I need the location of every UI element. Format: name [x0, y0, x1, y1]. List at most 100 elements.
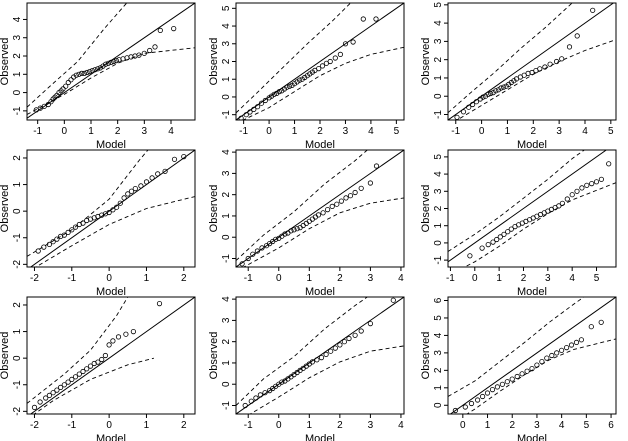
data-point	[81, 70, 87, 77]
y-tick-label: 1	[12, 181, 23, 187]
data-point	[136, 52, 142, 58]
data-point	[329, 203, 335, 209]
y-tick-label: 0	[12, 208, 23, 214]
data-point	[251, 106, 257, 113]
data-point	[338, 198, 344, 204]
plot-frame	[447, 149, 617, 268]
y-tick-label: 5	[433, 2, 444, 8]
x-tick-label: -1	[67, 273, 76, 284]
x-axis-label: Model	[305, 139, 335, 151]
envelope-lower-line	[33, 357, 155, 414]
y-axis-label: Observed	[0, 332, 11, 380]
data-point	[54, 236, 60, 242]
data-point	[65, 379, 71, 385]
qq-panel-9: 0 1 2 3 4 5 6 0 1 2 3 4 5 6 Model Observed	[420, 296, 617, 441]
data-point	[132, 186, 138, 192]
data-point	[45, 101, 51, 108]
data-point	[262, 97, 268, 104]
x-tick-label: 5	[594, 273, 600, 284]
data-point	[529, 365, 535, 372]
data-point	[253, 395, 259, 401]
y-tick-label: 2	[12, 302, 23, 308]
x-tick-label: 2	[337, 273, 343, 284]
x-axis-label: Model	[517, 433, 547, 441]
y-tick-label: 4	[221, 23, 232, 29]
qq-panel-1: -1 0 1 2 3 4 -1 0 1 2 3 4 Model Observed	[0, 2, 196, 151]
data-point	[294, 226, 300, 232]
data-point	[276, 89, 282, 95]
x-tick-label: 2	[181, 273, 187, 284]
data-point	[110, 338, 116, 344]
identity-line	[448, 3, 614, 120]
data-point	[332, 345, 338, 351]
data-point	[255, 104, 261, 110]
x-tick-label: 4	[398, 273, 404, 284]
x-tick-label: 3	[343, 126, 349, 137]
data-point	[479, 245, 485, 251]
envelope-upper-line	[27, 3, 128, 108]
qq-panel-5: -1 0 1 2 3 4 -1 0 1 2 3 4 Model Observed	[208, 149, 405, 298]
data-point	[593, 179, 600, 185]
data-point	[590, 7, 596, 13]
data-point	[61, 232, 67, 238]
data-point	[95, 66, 101, 72]
data-point	[92, 67, 98, 73]
plot-frame	[235, 296, 405, 415]
x-tick-label: 3	[368, 420, 374, 431]
plot-area	[448, 150, 616, 267]
data-point	[360, 16, 366, 22]
data-point	[181, 154, 187, 160]
y-axis-label: Observed	[0, 38, 11, 86]
x-tick-label: -1	[451, 126, 460, 137]
x-tick-label: 1	[307, 273, 313, 284]
data-point	[346, 335, 352, 342]
data-point	[556, 203, 562, 209]
data-point	[291, 227, 297, 233]
x-tick-label: -1	[33, 126, 42, 137]
data-point	[559, 56, 565, 62]
data-point	[563, 344, 570, 351]
x-axis-label: Model	[96, 286, 126, 298]
x-axis-label: Model	[96, 433, 126, 441]
x-axis-label: Model	[305, 286, 335, 298]
data-point	[141, 50, 147, 56]
data-point	[102, 352, 109, 359]
data-point	[547, 61, 553, 67]
qq-panel-8: -1 0 1 2 3 4 -1 0 1 2 3 4 Model Observed	[208, 296, 405, 441]
x-tick-label: -1	[244, 420, 253, 431]
x-tick-label: 4	[559, 420, 565, 431]
data-point	[247, 109, 253, 115]
data-point	[68, 77, 74, 83]
qq-panel-6: -1 0 1 2 3 4 5 -1 0 1 2 3 4 5 Model Observed	[420, 149, 617, 298]
data-point	[514, 373, 520, 380]
y-tick-label: 0	[433, 402, 444, 408]
data-point	[318, 354, 325, 361]
data-point	[469, 101, 476, 108]
data-point	[46, 392, 53, 398]
y-tick-label: 1	[12, 71, 23, 77]
data-point	[320, 210, 326, 216]
data-point	[72, 374, 79, 380]
data-point	[505, 229, 511, 235]
data-point	[50, 239, 56, 245]
envelope-lower-line	[242, 197, 404, 267]
envelope-lower-line	[463, 182, 616, 267]
data-point	[128, 188, 135, 194]
x-tick-label: 0	[276, 273, 282, 284]
data-point	[315, 212, 322, 218]
y-tick-label: -1	[221, 110, 232, 119]
plot-area	[27, 297, 195, 414]
data-point	[350, 39, 356, 45]
data-point	[341, 339, 347, 345]
data-point	[309, 359, 315, 365]
y-tick-label: 3	[433, 350, 444, 356]
data-point	[316, 66, 322, 72]
x-tick-label: 3	[556, 126, 562, 137]
data-point	[578, 337, 585, 343]
y-tick-label: 1	[221, 213, 232, 219]
data-point	[337, 51, 343, 58]
data-point	[105, 60, 111, 66]
x-tick-label: 0	[460, 420, 466, 431]
data-point	[108, 59, 114, 66]
data-point	[358, 185, 364, 191]
